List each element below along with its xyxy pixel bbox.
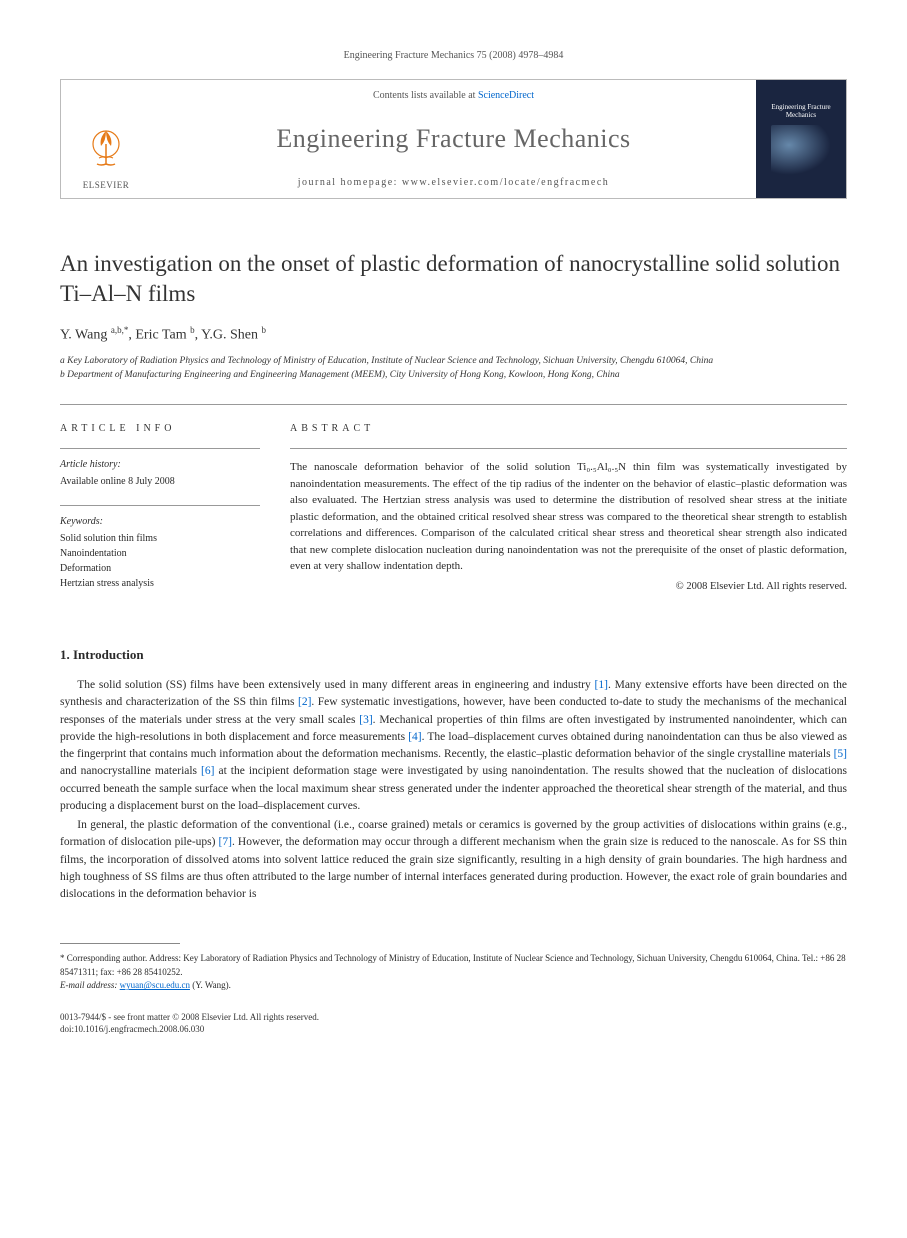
author-list: Y. Wang a,b,*, Eric Tam b, Y.G. Shen b: [60, 325, 847, 344]
running-header: Engineering Fracture Mechanics 75 (2008)…: [60, 50, 847, 61]
history-heading: Article history:: [60, 457, 260, 472]
journal-homepage: journal homepage: www.elsevier.com/locat…: [163, 177, 744, 188]
footnotes: * Corresponding author. Address: Key Lab…: [60, 952, 847, 993]
contents-available: Contents lists available at ScienceDirec…: [163, 90, 744, 101]
article-info-label: ARTICLE INFO: [60, 423, 260, 434]
history-text: Available online 8 July 2008: [60, 474, 260, 489]
citation-link[interactable]: [4]: [408, 731, 421, 743]
citation-link[interactable]: [3]: [359, 714, 372, 726]
article-title: An investigation on the onset of plastic…: [60, 249, 847, 309]
corresponding-author-note: * Corresponding author. Address: Key Lab…: [60, 952, 847, 979]
keywords-heading: Keywords:: [60, 514, 260, 529]
body-paragraph: The solid solution (SS) films have been …: [60, 677, 847, 815]
body-paragraph: In general, the plastic deformation of t…: [60, 817, 847, 903]
article-meta-footer: 0013-7944/$ - see front matter © 2008 El…: [60, 1011, 847, 1036]
journal-title: Engineering Fracture Mechanics: [163, 124, 744, 154]
citation-link[interactable]: [7]: [219, 836, 232, 848]
keyword: Hertzian stress analysis: [60, 576, 260, 591]
publisher-logo-area: ELSEVIER: [61, 80, 151, 198]
citation-link[interactable]: [5]: [834, 748, 847, 760]
journal-banner: ELSEVIER Contents lists available at Sci…: [60, 79, 847, 199]
affiliations: a Key Laboratory of Radiation Physics an…: [60, 355, 847, 382]
sciencedirect-link[interactable]: ScienceDirect: [478, 90, 534, 101]
abstract-body: The nanoscale deformation behavior of th…: [290, 461, 847, 572]
author-email-link[interactable]: wyuan@scu.edu.cn: [120, 980, 190, 990]
abstract-copyright: © 2008 Elsevier Ltd. All rights reserved…: [290, 579, 847, 595]
citation-link[interactable]: [6]: [201, 765, 214, 777]
keyword: Solid solution thin films: [60, 531, 260, 546]
cover-thumbnail: [771, 125, 831, 175]
citation-link[interactable]: [2]: [298, 696, 311, 708]
elsevier-tree-icon: [81, 126, 131, 176]
journal-cover: Engineering Fracture Mechanics: [756, 80, 846, 198]
footnote-separator: [60, 943, 180, 944]
keyword: Deformation: [60, 561, 260, 576]
citation-link[interactable]: [1]: [595, 679, 608, 691]
publisher-name: ELSEVIER: [83, 180, 130, 190]
abstract-label: ABSTRACT: [290, 423, 847, 434]
keyword: Nanoindentation: [60, 546, 260, 561]
introduction-section: 1. Introduction The solid solution (SS) …: [60, 647, 847, 903]
